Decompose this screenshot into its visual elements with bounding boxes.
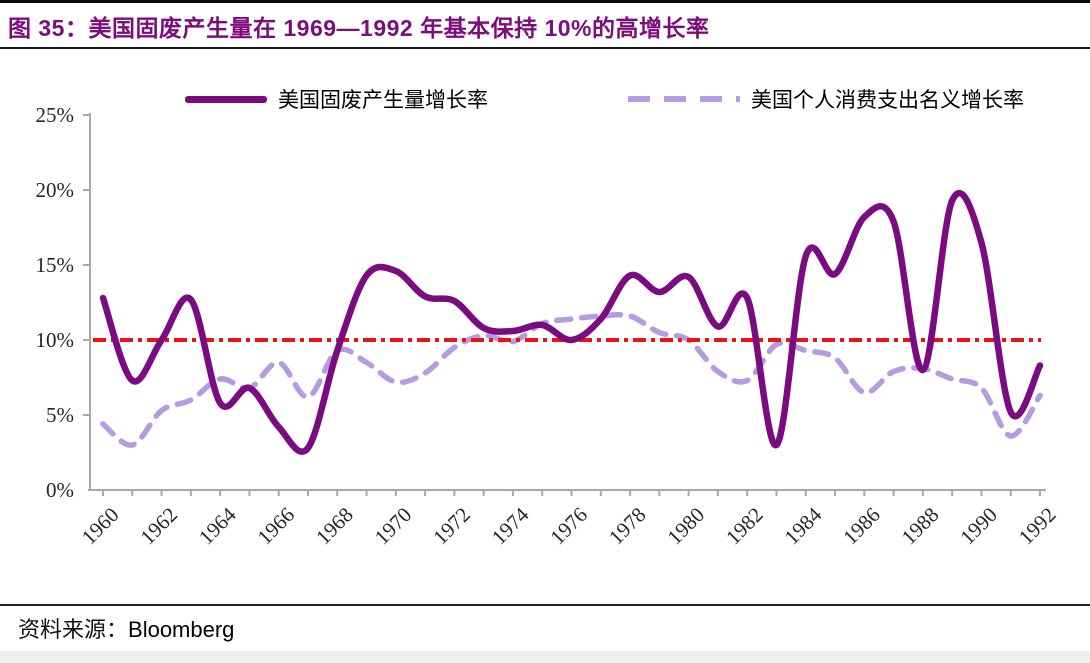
series-line-solid-waste [99, 190, 1044, 455]
x-tick-label: 1990 [955, 503, 1002, 550]
x-tick-label: 1988 [897, 503, 944, 550]
series-line-consumption-dashed [100, 311, 1043, 448]
y-tick-label: 15% [36, 253, 75, 277]
source-line: 资料来源：Bloomberg [18, 612, 234, 644]
x-tick-label: 1992 [1014, 503, 1061, 550]
x-tick-label: 1974 [487, 502, 534, 549]
x-tick-label: 1972 [428, 503, 475, 550]
x-tick-label: 1976 [545, 503, 592, 550]
x-tick-label: 1962 [135, 503, 182, 550]
y-tick-label: 0% [46, 478, 74, 502]
x-tick-label: 1966 [253, 503, 300, 550]
source-vendor: Bloomberg [128, 617, 235, 642]
x-tick-label: 1978 [604, 503, 651, 550]
footer-divider-rule [0, 604, 1090, 606]
x-tick-label: 1968 [311, 503, 358, 550]
legend-label-solid-waste: 美国固废产生量增长率 [278, 88, 488, 112]
x-tick-label: 1984 [780, 502, 827, 549]
x-tick-label: 1960 [77, 503, 124, 550]
x-tick-label: 1986 [838, 503, 885, 550]
source-label: 资料来源： [18, 617, 129, 642]
y-tick-label: 20% [36, 178, 75, 202]
y-tick-label: 25% [36, 103, 75, 127]
legend-item-solid-waste: 美国固废产生量增长率 [185, 84, 488, 114]
title-divider-rule [0, 47, 1090, 49]
figure-title: 图 35：美国固废产生量在 1969—1992 年基本保持 10%的高增长率 [8, 15, 710, 41]
bottom-edge-strip [0, 651, 1090, 663]
legend-swatch-solid-line [185, 95, 267, 103]
top-border-rule [0, 0, 1090, 3]
x-tick-label: 1980 [662, 503, 709, 550]
x-tick-label: 1970 [370, 503, 417, 550]
x-tick-label: 1982 [721, 503, 768, 550]
y-tick-label: 10% [36, 328, 75, 352]
legend: 美国固废产生量增长率 美国个人消费支出名义增长率 [0, 84, 1090, 114]
legend-label-consumption: 美国个人消费支出名义增长率 [751, 88, 1024, 112]
legend-swatch-dashed-line [628, 96, 740, 102]
y-tick-label: 5% [46, 403, 74, 427]
x-tick-label: 1964 [194, 502, 241, 549]
legend-item-consumption: 美国个人消费支出名义增长率 [628, 84, 1024, 114]
